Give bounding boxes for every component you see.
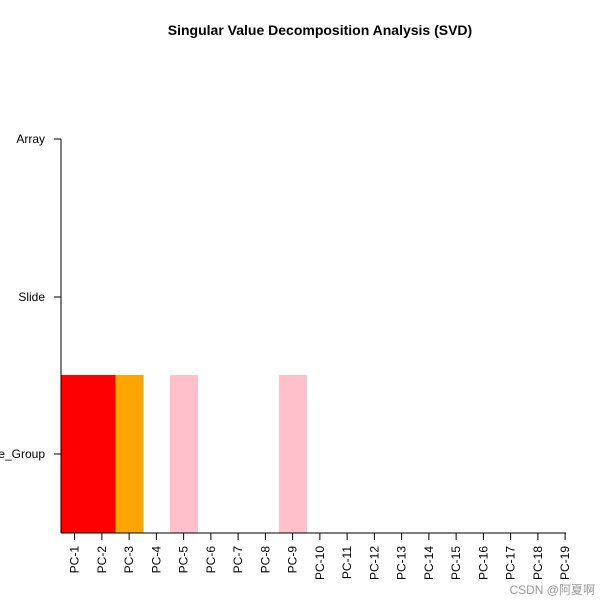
- x-tick-label-pc-16: PC-16: [476, 546, 490, 580]
- y-tick-label-e-group: e_Group: [0, 447, 45, 461]
- plot-area: Array Slide e_Group PC-1 PC-2 PC-3 PC-4 PC-5 PC-…: [0, 132, 572, 580]
- heatmap-cell-pc-5-e-group: [170, 375, 198, 533]
- x-tick-label-pc-11: PC-11: [340, 546, 354, 579]
- y-tick-label-array: Array: [16, 132, 45, 146]
- x-tick-label-pc-14: PC-14: [422, 546, 436, 580]
- x-tick-label-pc-13: PC-13: [395, 546, 409, 580]
- heatmap-cell-pc-9-e-group: [279, 375, 307, 533]
- heatmap-cell-pc-3-e-group: [115, 375, 144, 533]
- chart-title: Singular Value Decomposition Analysis (S…: [168, 22, 472, 38]
- heatmap-cell-pc-2-e-group: [88, 375, 116, 533]
- x-tick-label-pc-5: PC-5: [177, 546, 191, 574]
- x-tick-label-pc-12: PC-12: [367, 546, 381, 580]
- x-tick-label-pc-4: PC-4: [149, 546, 163, 574]
- x-tick-label-pc-9: PC-9: [286, 546, 300, 574]
- x-tick-label-pc-2: PC-2: [95, 546, 109, 574]
- x-tick-label-pc-17: PC-17: [504, 546, 518, 580]
- x-tick-label-pc-3: PC-3: [122, 546, 136, 574]
- x-tick-label-pc-1: PC-1: [68, 546, 82, 574]
- x-tick-label-pc-15: PC-15: [449, 546, 463, 580]
- watermark: CSDN @阿夏啊: [509, 583, 595, 597]
- x-tick-label-pc-8: PC-8: [258, 546, 272, 574]
- x-tick-label-pc-6: PC-6: [204, 546, 218, 574]
- x-tick-label-pc-10: PC-10: [313, 546, 327, 580]
- x-tick-label-pc-19: PC-19: [558, 546, 572, 580]
- y-tick-label-slide: Slide: [18, 290, 45, 304]
- x-tick-label-pc-18: PC-18: [531, 546, 545, 580]
- x-tick-label-pc-7: PC-7: [231, 546, 245, 574]
- heatmap-cell-pc-1-e-group: [61, 375, 89, 533]
